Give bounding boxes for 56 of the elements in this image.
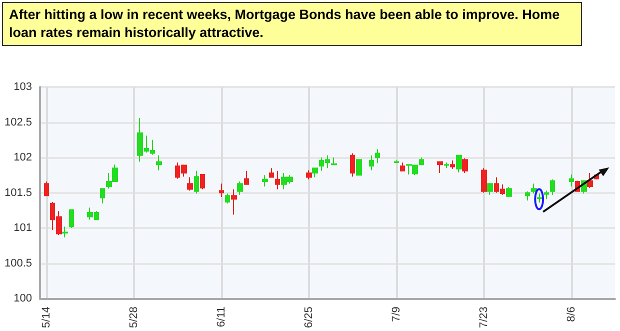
x-tick-label: 8/6 xyxy=(565,306,578,322)
candlestick xyxy=(550,178,555,196)
candlestick xyxy=(587,172,593,188)
candlestick xyxy=(531,183,537,194)
candlestick xyxy=(69,209,74,229)
candlestick xyxy=(437,161,443,174)
candlestick xyxy=(62,226,68,238)
candlestick xyxy=(44,181,49,196)
candlestick xyxy=(544,190,549,200)
candlestick xyxy=(419,157,424,166)
x-tick-label: 6/25 xyxy=(302,306,315,328)
chart-title: After hitting a low in recent weeks, Mortgage Bonds have been able to improve. Home loan rates remain historically attractive. xyxy=(2,2,582,46)
y-tick-label: 100 xyxy=(14,292,32,305)
candlestick xyxy=(219,183,224,198)
candlestick xyxy=(450,160,455,170)
candlestick xyxy=(444,162,449,169)
y-tick-label: 101 xyxy=(14,222,32,234)
candlestick xyxy=(312,168,318,178)
candlestick xyxy=(569,174,574,187)
x-tick-label: 6/11 xyxy=(215,306,228,328)
candlestick xyxy=(369,154,374,171)
x-tick-label: 5/14 xyxy=(40,306,52,328)
candlestick xyxy=(231,188,237,216)
candlestick xyxy=(187,176,193,192)
candlestick xyxy=(331,157,337,166)
candlestick xyxy=(481,168,487,194)
y-tick-label: 103 xyxy=(14,81,32,93)
candlestick xyxy=(375,148,380,164)
candlestick xyxy=(200,174,205,190)
candlestick xyxy=(194,170,199,194)
candlestick xyxy=(237,181,243,196)
candlestick xyxy=(306,170,312,180)
candlestick xyxy=(400,162,405,172)
candlestick xyxy=(462,158,468,174)
candlestick xyxy=(456,154,462,173)
candlestick xyxy=(487,183,493,196)
y-tick-label: 100.5 xyxy=(4,257,32,270)
y-tick-label: 102.5 xyxy=(4,116,32,128)
x-tick-label: 5/28 xyxy=(128,306,140,328)
candlestick xyxy=(156,154,162,171)
candlestick xyxy=(506,186,512,198)
y-tick-label: 101.5 xyxy=(4,186,32,199)
candlestick xyxy=(244,170,249,185)
x-tick-label: 7/9 xyxy=(390,306,402,322)
y-tick-label: 102 xyxy=(14,152,32,164)
candlestick xyxy=(537,193,543,204)
candlestick xyxy=(225,193,230,204)
candlestick xyxy=(525,190,530,202)
candlestick xyxy=(350,152,355,178)
candlestick xyxy=(394,160,399,164)
candlestick xyxy=(275,170,280,190)
candlestick xyxy=(269,168,274,178)
candlestick xyxy=(100,188,105,204)
candlestick xyxy=(262,174,268,187)
x-tick-label: 7/23 xyxy=(478,306,490,328)
candlestick xyxy=(356,159,362,176)
